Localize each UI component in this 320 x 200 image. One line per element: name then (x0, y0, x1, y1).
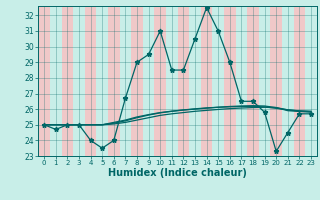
Bar (131, 6, 143, 156)
Bar (108, 6, 120, 156)
X-axis label: Humidex (Indice chaleur): Humidex (Indice chaleur) (108, 168, 247, 178)
Bar (62, 6, 73, 156)
Bar (247, 6, 259, 156)
Bar (270, 6, 282, 156)
Bar (178, 6, 189, 156)
Bar (201, 6, 212, 156)
Bar (38, 6, 50, 156)
Bar (155, 6, 166, 156)
Bar (85, 6, 96, 156)
Bar (224, 6, 236, 156)
Bar (294, 6, 305, 156)
